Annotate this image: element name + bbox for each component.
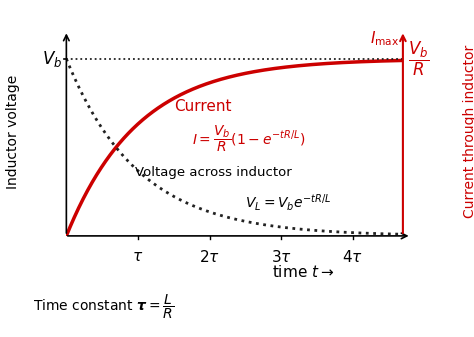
Text: $\tau$: $\tau$ [132,249,144,264]
Text: Current: Current [174,99,231,114]
Text: $\dfrac{V_b}{R}$: $\dfrac{V_b}{R}$ [408,40,429,78]
Text: Current through inductor: Current through inductor [463,45,474,218]
Text: $V_b$: $V_b$ [42,49,62,69]
Text: Voltage across inductor: Voltage across inductor [135,166,292,179]
Text: $V_L = V_b e^{-tR/L}$: $V_L = V_b e^{-tR/L}$ [245,192,331,213]
Text: $4\tau$: $4\tau$ [342,249,363,265]
Text: $3\tau$: $3\tau$ [271,249,292,265]
Text: $I = \dfrac{V_b}{R}\left(1 - e^{-tR/L}\right)$: $I = \dfrac{V_b}{R}\left(1 - e^{-tR/L}\r… [192,123,306,154]
Text: $I_{\mathrm{max}}$: $I_{\mathrm{max}}$ [370,30,399,48]
Text: time $t \rightarrow$: time $t \rightarrow$ [272,264,334,280]
Text: $2\tau$: $2\tau$ [199,249,220,265]
Text: Time constant $\boldsymbol{\tau} = \dfrac{L}{R}$: Time constant $\boldsymbol{\tau} = \dfra… [33,293,174,321]
Text: Inductor voltage: Inductor voltage [6,74,19,189]
